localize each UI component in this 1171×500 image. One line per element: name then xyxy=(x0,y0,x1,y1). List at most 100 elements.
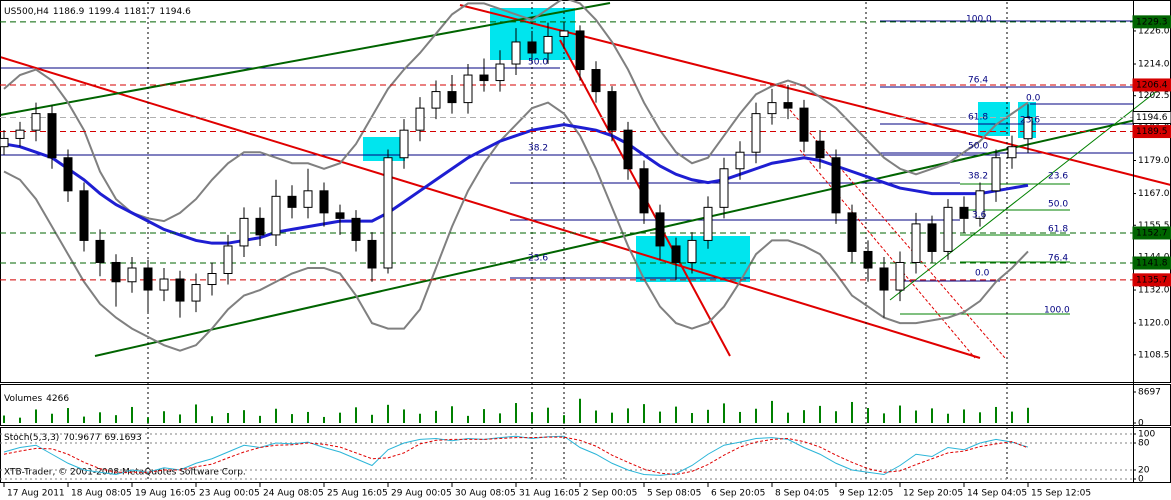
volume-bar xyxy=(531,412,533,423)
candle-body xyxy=(895,261,905,291)
candle-body xyxy=(943,206,953,252)
candle-body xyxy=(911,223,921,263)
volume-bar xyxy=(1011,411,1013,423)
trend-line xyxy=(0,2,611,116)
candle-body xyxy=(1007,146,1017,159)
trend-line xyxy=(799,149,976,359)
candle-body xyxy=(511,41,521,65)
candle-body xyxy=(543,35,553,54)
fib-label: 50.0 xyxy=(1048,200,1068,210)
x-tick-label: 8 Sep 04:05 xyxy=(775,489,829,499)
candle-body xyxy=(575,30,585,71)
panel-title: Volumes xyxy=(4,394,42,404)
level-label: 1141.8 xyxy=(1136,259,1168,269)
candle-body xyxy=(623,129,633,170)
volume-bar xyxy=(307,411,309,423)
trend-lines xyxy=(0,2,1171,359)
chart-header: US500,H4 1186.9 1199.4 1181.7 1194.6 xyxy=(4,7,191,17)
volume-header: Volumes 4266 xyxy=(4,394,69,404)
fib-label: 61.8 xyxy=(968,113,988,123)
fib-label: 23.6 xyxy=(1020,116,1040,126)
candle-body xyxy=(591,69,601,93)
volume-bar xyxy=(515,403,517,423)
volume-bar xyxy=(691,413,693,423)
level-label-box xyxy=(1132,226,1171,240)
candle-body xyxy=(655,212,665,247)
highlight-box xyxy=(363,137,405,161)
candle-body xyxy=(159,278,169,291)
volume-bar xyxy=(227,413,229,423)
stoch-main: 70.9677 xyxy=(63,433,100,443)
candle-body xyxy=(207,273,217,286)
volume-bar xyxy=(675,406,677,423)
volume-bar xyxy=(867,408,869,423)
candle-body xyxy=(863,250,873,269)
panel-title: Stoch(5,3,3) xyxy=(4,433,59,443)
volume-bar xyxy=(851,401,853,423)
volume-bar xyxy=(339,412,341,423)
candle-body xyxy=(607,91,617,131)
x-tick-label: 17 Aug 2011 xyxy=(7,489,65,499)
volume-bar xyxy=(947,413,949,423)
candle-body xyxy=(431,91,441,109)
last-close: 1194.6 xyxy=(159,7,191,17)
trend-line xyxy=(889,79,1171,301)
volume-bar xyxy=(83,416,85,423)
candle-body xyxy=(1023,116,1033,140)
candle-body xyxy=(383,157,393,269)
last-high: 1199.4 xyxy=(88,7,120,17)
volume-bar xyxy=(51,413,53,423)
candle-body xyxy=(415,107,425,131)
x-tick-label: 6 Sep 20:05 xyxy=(711,489,765,499)
candle-body xyxy=(991,157,1001,192)
volume-bar xyxy=(19,417,21,423)
fib-label: 76.4 xyxy=(968,76,988,86)
volume-bar xyxy=(451,406,453,423)
candle-body xyxy=(79,190,89,241)
volume-bar xyxy=(147,417,149,423)
volume-bar xyxy=(243,410,245,423)
candle-body xyxy=(815,140,825,159)
level-label-box xyxy=(1132,125,1171,139)
y-tick-label: 1214.0 xyxy=(1138,60,1170,70)
volume-bar xyxy=(995,406,997,423)
y-tick-label: 20 xyxy=(1138,466,1150,476)
volume-bar xyxy=(179,414,181,423)
candle-body xyxy=(975,190,985,219)
candle-body xyxy=(703,206,713,241)
volume-bar xyxy=(115,415,117,423)
candle-body xyxy=(111,261,121,283)
candle-body xyxy=(191,284,201,302)
volume-bar xyxy=(771,400,773,423)
volume-bar xyxy=(707,409,709,423)
level-label-box xyxy=(1132,15,1171,29)
volume-bar xyxy=(595,410,597,423)
candle-body xyxy=(143,267,153,291)
candle-body xyxy=(399,129,409,159)
x-tick-label: 24 Aug 08:05 xyxy=(263,489,324,499)
candle-body xyxy=(271,195,281,236)
candle-body xyxy=(735,151,745,170)
volume-bar xyxy=(931,408,933,423)
y-tick-label: 1132.0 xyxy=(1138,286,1170,296)
volume-bar xyxy=(67,408,69,423)
candle-body xyxy=(223,245,233,275)
x-tick-label: 23 Aug 00:05 xyxy=(199,489,260,499)
candle-body xyxy=(719,168,729,208)
candle-body xyxy=(927,223,937,252)
fib-label: 23.6 xyxy=(528,254,548,264)
volume-bar xyxy=(195,404,197,423)
volume-bar xyxy=(835,411,837,423)
candle-body xyxy=(847,212,857,252)
candle-body xyxy=(879,267,889,291)
volume-bar xyxy=(787,412,789,423)
series-line xyxy=(3,436,1029,476)
candle-body xyxy=(959,206,969,219)
volume-bar xyxy=(163,411,165,423)
volume-bar xyxy=(659,411,661,423)
volume-bar xyxy=(883,413,885,423)
y-tick-label: 100 xyxy=(1138,430,1155,440)
candle-body xyxy=(239,217,249,247)
volume-bar xyxy=(723,403,725,423)
candle-body xyxy=(335,212,345,219)
